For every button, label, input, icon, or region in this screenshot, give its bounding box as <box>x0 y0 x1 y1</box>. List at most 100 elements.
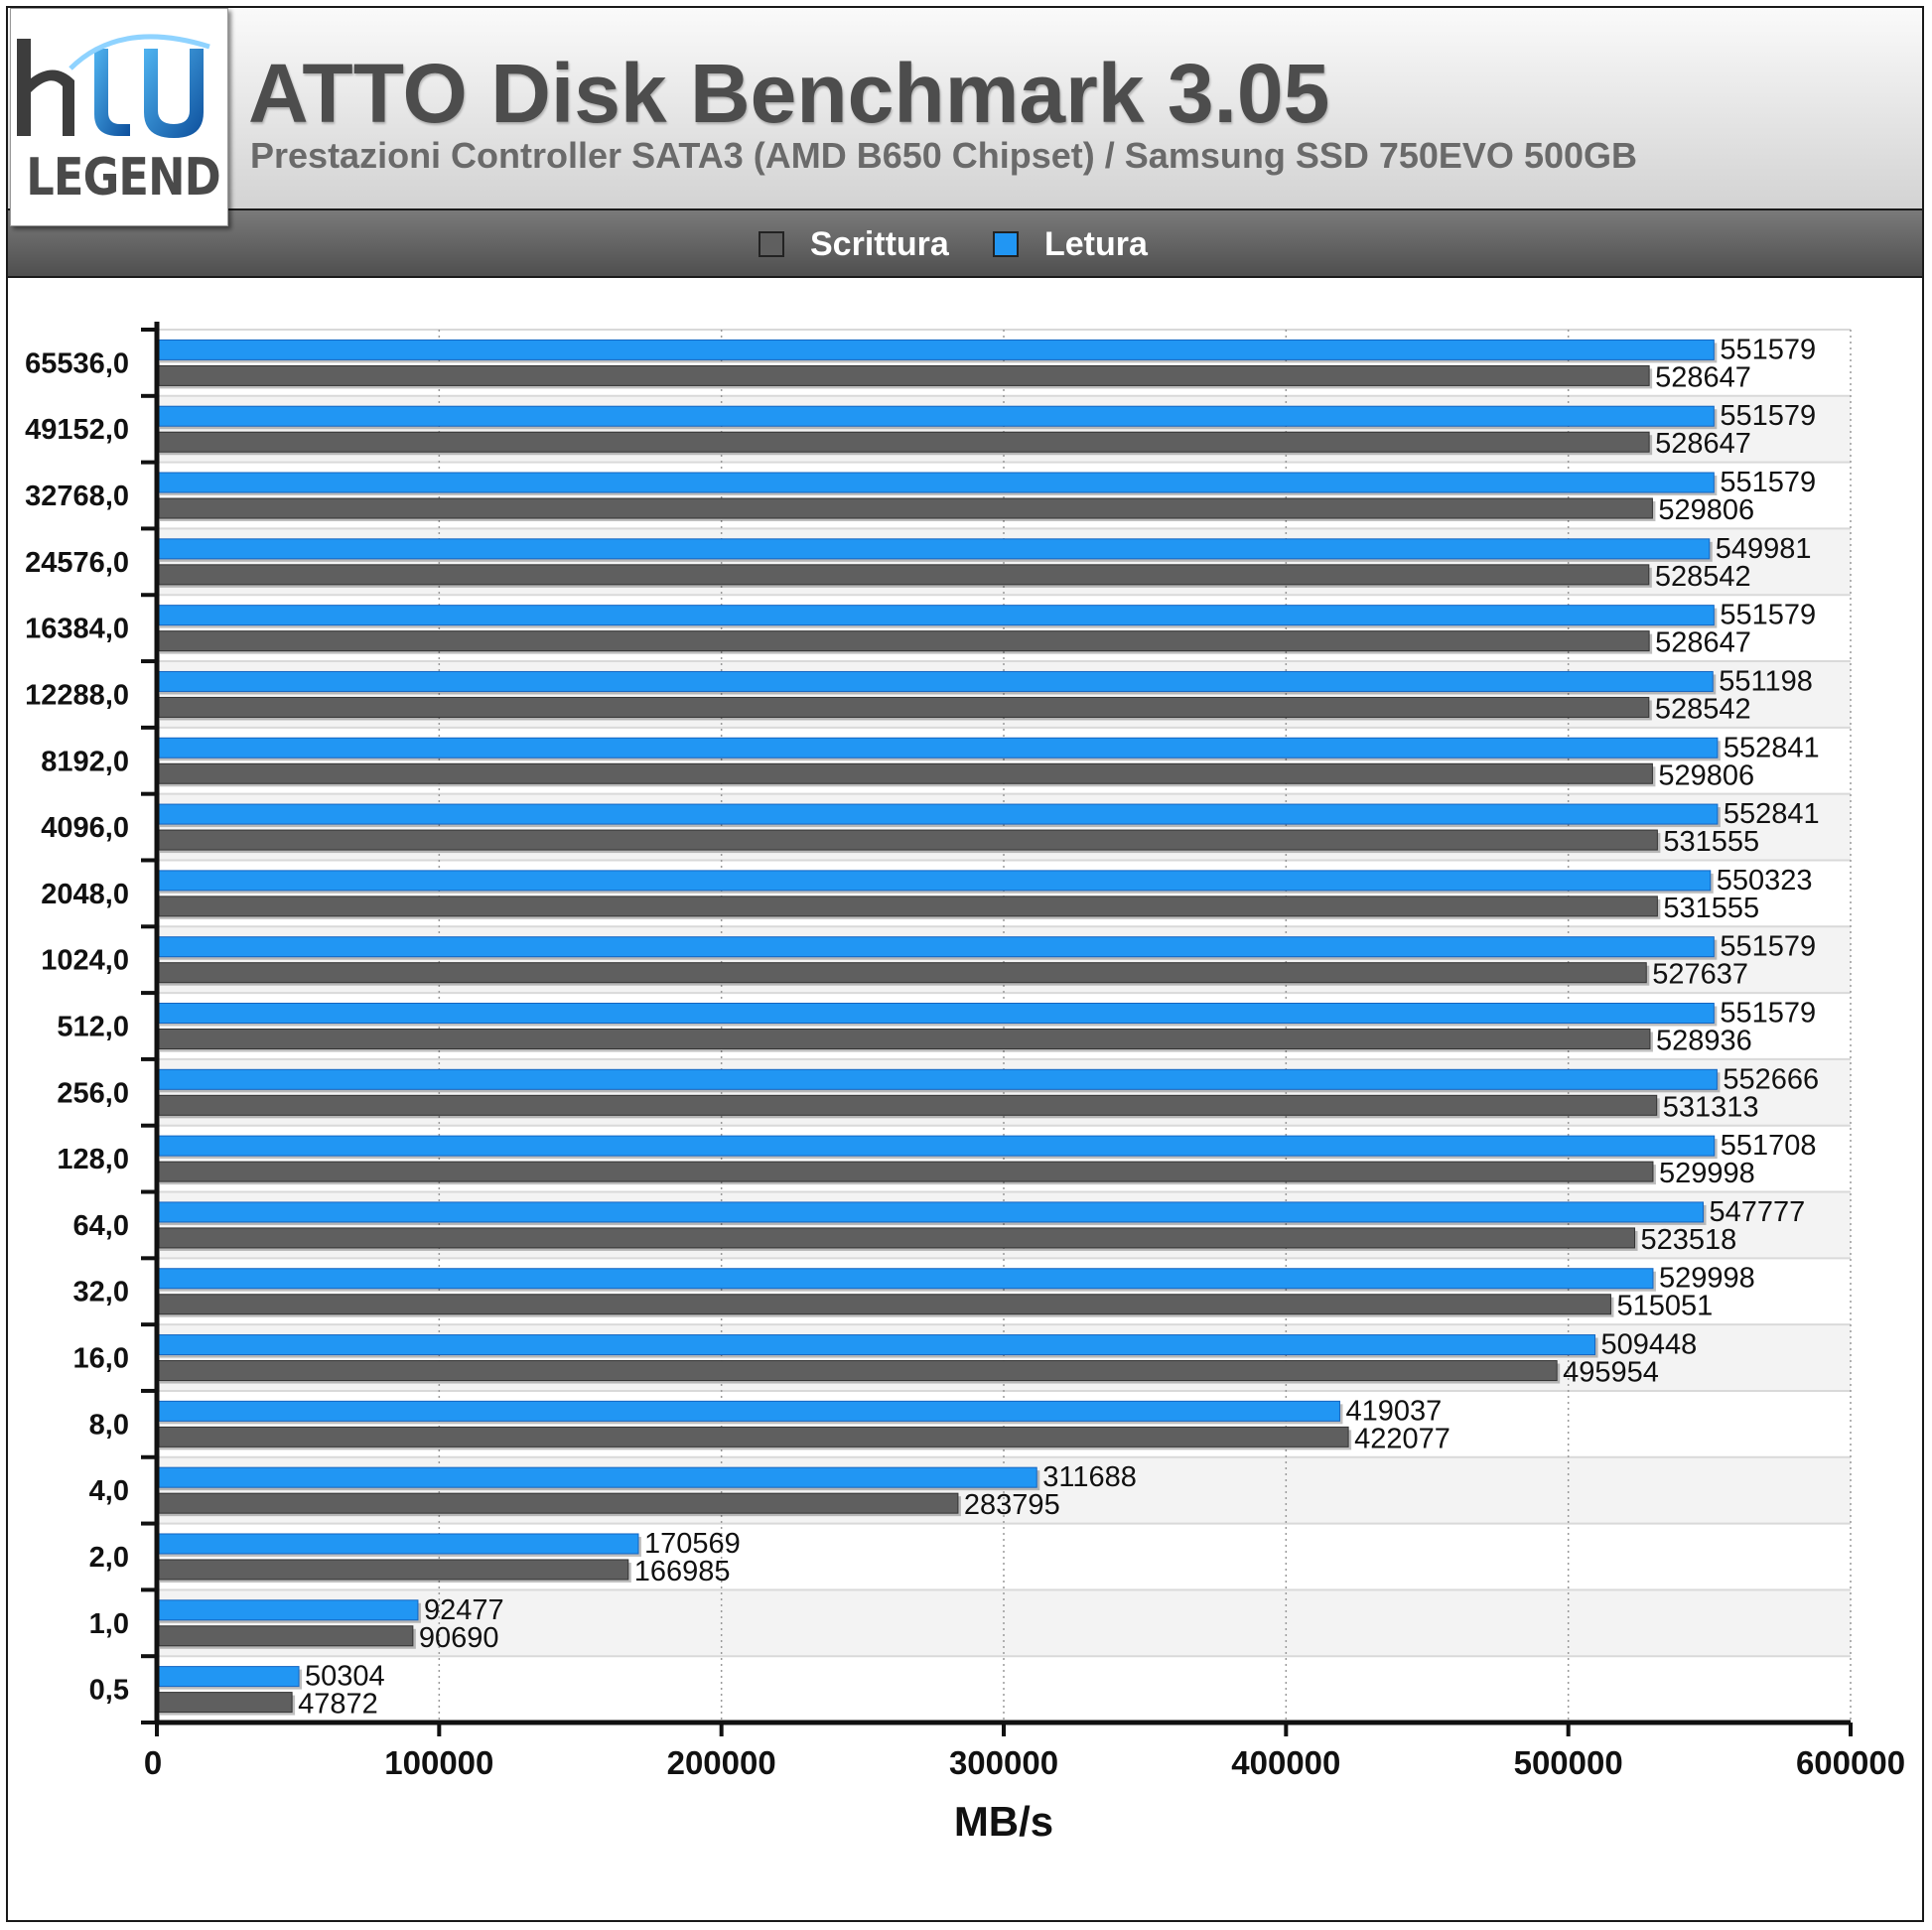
data-label-letura: 549981 <box>1716 533 1812 565</box>
bar-scrittura <box>156 1625 414 1647</box>
bar-letura <box>156 1599 419 1621</box>
legend: Scrittura Letura <box>6 208 1924 278</box>
data-label-letura: 311688 <box>1042 1461 1137 1493</box>
bar-letura <box>156 670 1714 692</box>
data-label-letura: 551579 <box>1720 334 1816 365</box>
bar-scrittura <box>156 762 1653 784</box>
y-tick-label: 1,0 <box>89 1608 129 1640</box>
bar-scrittura <box>156 1161 1654 1182</box>
chart-header: ATTO Disk Benchmark 3.05 Prestazioni Con… <box>6 6 1924 210</box>
bar-letura <box>156 605 1715 626</box>
bar-scrittura <box>156 1492 959 1514</box>
legend-label-scrittura: Scrittura <box>810 224 949 263</box>
data-label-scrittura: 523518 <box>1641 1224 1737 1256</box>
data-label-scrittura: 529806 <box>1658 759 1754 791</box>
bar-scrittura <box>156 364 1650 386</box>
x-tick-label: 100000 <box>384 1744 493 1781</box>
y-tick-label: 32,0 <box>73 1277 129 1309</box>
bar-scrittura <box>156 1094 1658 1116</box>
bar-scrittura <box>156 696 1650 718</box>
bar-letura <box>156 1268 1654 1290</box>
y-tick-label: 8192,0 <box>41 746 129 777</box>
data-label-scrittura: 528936 <box>1656 1026 1752 1057</box>
bar-scrittura <box>156 1227 1636 1249</box>
bar-letura <box>156 405 1715 427</box>
y-tick-label: 256,0 <box>57 1077 129 1109</box>
bar-scrittura <box>156 1426 1349 1448</box>
data-label-scrittura: 528647 <box>1655 361 1751 393</box>
data-label-scrittura: 166985 <box>634 1556 731 1587</box>
legend-item-letura: Letura <box>993 224 1148 263</box>
data-label-letura: 547777 <box>1710 1196 1806 1228</box>
x-tick-label: 400000 <box>1231 1744 1340 1781</box>
data-label-scrittura: 515051 <box>1616 1291 1713 1322</box>
chart-subtitle: Prestazioni Controller SATA3 (AMD B650 C… <box>250 135 1638 176</box>
data-label-scrittura: 531555 <box>1663 826 1759 858</box>
bar-letura <box>156 737 1719 758</box>
data-label-letura: 552841 <box>1724 798 1820 830</box>
y-tick-label: 2,0 <box>89 1542 129 1574</box>
brand-logo: LEGEND <box>10 8 228 226</box>
y-tick-label: 12288,0 <box>25 679 129 711</box>
bar-letura <box>156 1466 1037 1488</box>
y-tick-label: 0,5 <box>89 1675 129 1707</box>
data-label-letura: 551579 <box>1720 931 1816 963</box>
bar-scrittura <box>156 431 1650 453</box>
bar-scrittura <box>156 564 1650 586</box>
bar-scrittura <box>156 962 1647 984</box>
data-label-letura: 551708 <box>1721 1130 1817 1162</box>
data-label-letura: 509448 <box>1601 1329 1698 1361</box>
data-label-scrittura: 283795 <box>964 1489 1060 1521</box>
data-label-scrittura: 528647 <box>1655 627 1751 659</box>
bar-letura <box>156 1400 1340 1422</box>
y-tick-label: 16384,0 <box>25 614 129 645</box>
y-tick-label: 2048,0 <box>41 879 129 910</box>
y-tick-label: 4,0 <box>89 1475 129 1507</box>
data-label-scrittura: 47872 <box>298 1689 378 1721</box>
logo-text: LEGEND <box>26 148 221 207</box>
legend-swatch-letura <box>993 231 1019 257</box>
bar-scrittura <box>156 1360 1558 1382</box>
bar-letura <box>156 936 1715 958</box>
data-label-letura: 92477 <box>424 1594 504 1626</box>
bar-scrittura <box>156 630 1650 652</box>
x-tick-label: 500000 <box>1514 1744 1623 1781</box>
data-label-scrittura: 527637 <box>1652 959 1748 991</box>
bar-letura <box>156 472 1715 493</box>
data-label-letura: 551198 <box>1719 665 1813 697</box>
data-label-letura: 551579 <box>1720 998 1816 1030</box>
data-label-scrittura: 531555 <box>1663 893 1759 924</box>
x-axis-title: MB/s <box>954 1798 1053 1845</box>
bar-letura <box>156 1334 1596 1356</box>
data-label-letura: 419037 <box>1345 1395 1442 1427</box>
y-tick-label: 512,0 <box>57 1012 129 1043</box>
data-label-scrittura: 531313 <box>1663 1091 1759 1123</box>
legend-item-scrittura: Scrittura <box>759 224 949 263</box>
bar-scrittura <box>156 1294 1611 1315</box>
chart-title: ATTO Disk Benchmark 3.05 <box>248 47 1330 140</box>
bar-scrittura <box>156 896 1658 917</box>
bar-letura <box>156 803 1719 825</box>
data-label-scrittura: 529998 <box>1659 1158 1755 1189</box>
bar-scrittura <box>156 1692 293 1714</box>
data-label-letura: 551579 <box>1720 600 1816 631</box>
legend-label-letura: Letura <box>1044 224 1148 263</box>
bar-letura <box>156 1003 1715 1024</box>
bar-letura <box>156 1135 1716 1157</box>
legend-swatch-scrittura <box>759 231 784 257</box>
data-label-letura: 50304 <box>305 1661 385 1693</box>
data-label-scrittura: 90690 <box>419 1622 499 1654</box>
x-tick-label: 200000 <box>667 1744 776 1781</box>
bar-scrittura <box>156 1029 1651 1049</box>
x-tick-label: 600000 <box>1796 1744 1905 1781</box>
bar-letura <box>156 870 1712 892</box>
bar-letura <box>156 1068 1718 1090</box>
data-label-letura: 529998 <box>1659 1263 1755 1295</box>
data-label-letura: 170569 <box>644 1528 741 1560</box>
data-label-scrittura: 495954 <box>1563 1357 1659 1389</box>
y-tick-label: 64,0 <box>73 1210 129 1242</box>
bar-scrittura <box>156 497 1653 519</box>
data-label-letura: 552841 <box>1724 732 1820 763</box>
y-tick-label: 4096,0 <box>41 812 129 844</box>
